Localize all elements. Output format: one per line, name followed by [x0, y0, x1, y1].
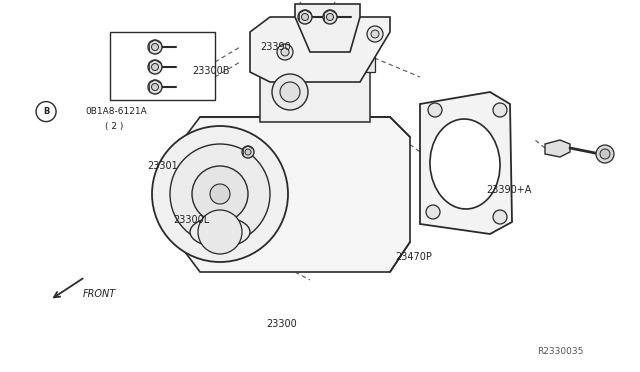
Circle shape: [148, 40, 162, 54]
Circle shape: [371, 30, 379, 38]
Circle shape: [493, 103, 507, 117]
Circle shape: [323, 10, 337, 24]
Ellipse shape: [430, 119, 500, 209]
Text: 23390+A: 23390+A: [486, 185, 532, 195]
Circle shape: [152, 126, 288, 262]
Polygon shape: [295, 4, 360, 52]
Text: 23300B: 23300B: [192, 66, 230, 76]
Circle shape: [152, 64, 159, 71]
Circle shape: [596, 145, 614, 163]
Circle shape: [198, 210, 242, 254]
Circle shape: [493, 210, 507, 224]
Circle shape: [170, 144, 270, 244]
Circle shape: [152, 44, 159, 51]
Circle shape: [148, 80, 162, 94]
Circle shape: [245, 149, 251, 155]
Polygon shape: [185, 117, 410, 272]
Polygon shape: [250, 17, 390, 82]
Text: 23390: 23390: [260, 42, 291, 51]
Polygon shape: [355, 52, 375, 72]
Circle shape: [210, 184, 230, 204]
Text: R2330035: R2330035: [538, 347, 584, 356]
Circle shape: [301, 13, 308, 20]
Text: 23301: 23301: [147, 161, 178, 170]
Circle shape: [277, 44, 293, 60]
Polygon shape: [420, 92, 512, 234]
Circle shape: [148, 60, 162, 74]
Circle shape: [36, 102, 56, 122]
Circle shape: [281, 48, 289, 56]
Text: 23470P: 23470P: [396, 252, 433, 262]
Text: 23300: 23300: [266, 320, 297, 329]
Polygon shape: [545, 140, 570, 157]
Circle shape: [367, 26, 383, 42]
Circle shape: [242, 146, 254, 158]
Circle shape: [152, 83, 159, 90]
Circle shape: [192, 166, 248, 222]
Ellipse shape: [190, 217, 250, 247]
Circle shape: [298, 10, 312, 24]
Circle shape: [326, 13, 333, 20]
Circle shape: [426, 205, 440, 219]
Text: 23300L: 23300L: [173, 215, 209, 225]
Circle shape: [280, 82, 300, 102]
Text: 0B1A8-6121A: 0B1A8-6121A: [86, 107, 147, 116]
Text: FRONT: FRONT: [83, 289, 116, 299]
Circle shape: [272, 74, 308, 110]
Circle shape: [600, 149, 610, 159]
Circle shape: [428, 103, 442, 117]
Text: B: B: [43, 107, 49, 116]
Polygon shape: [260, 62, 370, 122]
Text: ( 2 ): ( 2 ): [105, 122, 123, 131]
